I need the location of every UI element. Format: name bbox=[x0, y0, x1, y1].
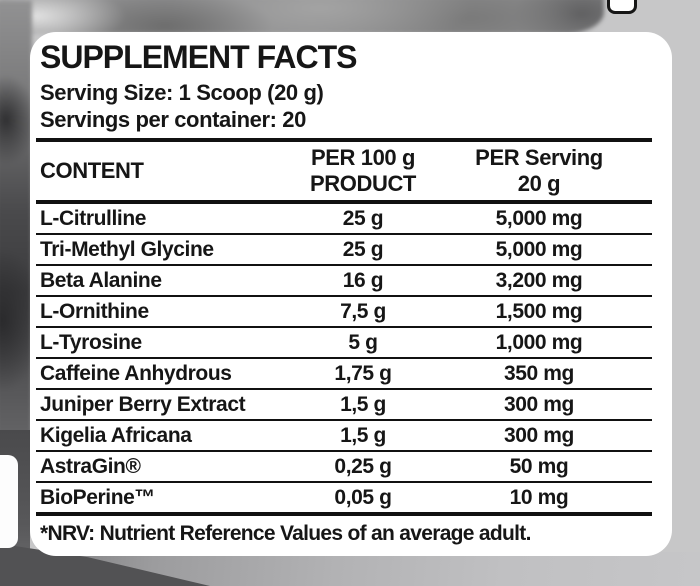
ingredient-name: Juniper Berry Extract bbox=[40, 392, 246, 416]
per-serving-line1: PER Serving bbox=[475, 145, 603, 170]
servings-per-container-text: Servings per container: 20 bbox=[40, 107, 306, 132]
nrv-footnote: *NRV: Nutrient Reference Values of an av… bbox=[40, 522, 531, 545]
per-serving-value: 1,000 mg bbox=[495, 330, 583, 354]
per-100g-value: 0,25 g bbox=[334, 454, 392, 478]
per-serving-value: 5,000 mg bbox=[495, 237, 583, 261]
adjacent-card-edge bbox=[0, 455, 18, 548]
divider-top bbox=[36, 138, 652, 142]
ingredient-table: L-Citrulline 25 g 5,000 mg Tri-Methyl Gl… bbox=[36, 204, 652, 512]
per-100g-value: 25 g bbox=[342, 206, 384, 230]
ingredient-name: BioPerine™ bbox=[40, 485, 156, 509]
table-row: Kigelia Africana 1,5 g 300 mg bbox=[36, 421, 652, 452]
table-row: Beta Alanine 16 g 3,200 mg bbox=[36, 266, 652, 297]
per-100g-value: 5 g bbox=[348, 330, 378, 354]
ingredient-name: L-Tyrosine bbox=[40, 330, 142, 354]
serving-size-text: Serving Size: 1 Scoop (20 g) bbox=[40, 80, 324, 105]
table-row: L-Tyrosine 5 g 1,000 mg bbox=[36, 328, 652, 359]
ingredient-name: Beta Alanine bbox=[40, 268, 162, 292]
per-serving-line2: 20 g bbox=[517, 171, 561, 196]
per-100g-value: 0,05 g bbox=[334, 485, 392, 509]
background-photo-top bbox=[0, 0, 604, 34]
supplement-facts-panel: SUPPLEMENT FACTS Serving Size: 1 Scoop (… bbox=[30, 32, 672, 556]
per-serving-value: 3,200 mg bbox=[495, 268, 583, 292]
per-100g-line2: PRODUCT bbox=[310, 171, 416, 196]
per-100g-value: 7,5 g bbox=[340, 299, 386, 323]
ingredient-name: Caffeine Anhydrous bbox=[40, 361, 232, 385]
per-serving-value: 1,500 mg bbox=[495, 299, 583, 323]
per-serving-value: 300 mg bbox=[504, 392, 574, 416]
cut-off-container-icon bbox=[607, 0, 637, 14]
table-row: L-Citrulline 25 g 5,000 mg bbox=[36, 204, 652, 235]
table-row: L-Ornithine 7,5 g 1,500 mg bbox=[36, 297, 652, 328]
per-100g-line1: PER 100 g bbox=[310, 145, 415, 170]
table-header-row: CONTENT PER 100 g PRODUCT PER Serving 20… bbox=[36, 142, 652, 200]
table-header-per-100g: PER 100 g PRODUCT bbox=[280, 145, 446, 197]
ingredient-name: L-Ornithine bbox=[40, 299, 149, 323]
ingredient-name: AstraGin® bbox=[40, 454, 141, 478]
ingredient-name: Tri-Methyl Glycine bbox=[40, 237, 214, 261]
per-100g-value: 25 g bbox=[342, 237, 384, 261]
per-100g-value: 1,5 g bbox=[340, 423, 386, 447]
per-100g-value: 16 g bbox=[342, 268, 384, 292]
panel-title: SUPPLEMENT FACTS bbox=[40, 39, 357, 75]
divider-header bbox=[36, 200, 652, 204]
divider-bottom bbox=[36, 512, 652, 516]
table-row: AstraGin® 0,25 g 50 mg bbox=[36, 452, 652, 483]
table-row: Juniper Berry Extract 1,5 g 300 mg bbox=[36, 390, 652, 421]
table-row: BioPerine™ 0,05 g 10 mg bbox=[36, 483, 652, 512]
per-100g-value: 1,75 g bbox=[334, 361, 392, 385]
table-row: Caffeine Anhydrous 1,75 g 350 mg bbox=[36, 359, 652, 390]
table-header-content: CONTENT bbox=[40, 158, 144, 183]
per-100g-value: 1,5 g bbox=[340, 392, 386, 416]
per-serving-value: 5,000 mg bbox=[495, 206, 583, 230]
per-serving-value: 50 mg bbox=[509, 454, 569, 478]
table-row: Tri-Methyl Glycine 25 g 5,000 mg bbox=[36, 235, 652, 266]
background-photo-left bbox=[0, 0, 32, 470]
per-serving-value: 350 mg bbox=[504, 361, 574, 385]
per-serving-value: 10 mg bbox=[509, 485, 569, 509]
per-serving-value: 300 mg bbox=[504, 423, 574, 447]
table-header-per-serving: PER Serving 20 g bbox=[446, 145, 632, 197]
ingredient-name: Kigelia Africana bbox=[40, 423, 192, 447]
ingredient-name: L-Citrulline bbox=[40, 206, 147, 230]
